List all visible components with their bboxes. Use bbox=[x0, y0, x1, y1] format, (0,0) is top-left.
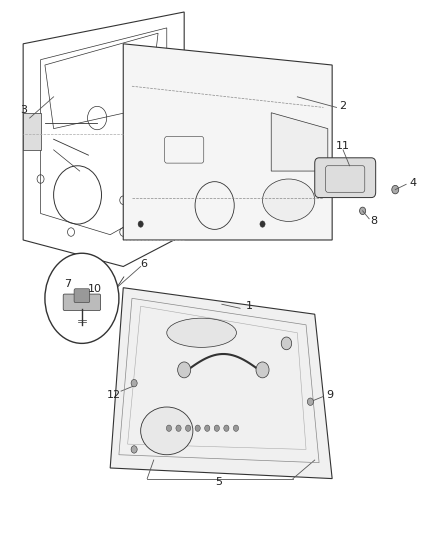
Text: 5: 5 bbox=[215, 477, 223, 487]
FancyBboxPatch shape bbox=[74, 289, 90, 303]
Text: 8: 8 bbox=[370, 216, 377, 227]
Text: 3: 3 bbox=[21, 105, 28, 115]
Polygon shape bbox=[271, 113, 328, 171]
Circle shape bbox=[281, 337, 292, 350]
FancyBboxPatch shape bbox=[315, 158, 376, 198]
Circle shape bbox=[260, 221, 265, 227]
Polygon shape bbox=[23, 113, 41, 150]
Circle shape bbox=[307, 398, 314, 406]
Circle shape bbox=[178, 362, 191, 378]
FancyBboxPatch shape bbox=[63, 294, 101, 311]
Circle shape bbox=[185, 425, 191, 431]
Circle shape bbox=[321, 184, 326, 190]
Text: 10: 10 bbox=[88, 284, 102, 294]
Ellipse shape bbox=[262, 179, 315, 221]
Text: 7: 7 bbox=[64, 279, 71, 289]
Circle shape bbox=[45, 253, 119, 343]
Circle shape bbox=[392, 185, 399, 194]
Text: 6: 6 bbox=[141, 259, 148, 269]
Text: 2: 2 bbox=[339, 101, 346, 111]
Text: 1: 1 bbox=[246, 301, 253, 311]
Circle shape bbox=[138, 221, 143, 227]
Circle shape bbox=[256, 362, 269, 378]
Polygon shape bbox=[110, 288, 332, 479]
Circle shape bbox=[360, 207, 366, 215]
Polygon shape bbox=[123, 44, 332, 240]
Circle shape bbox=[233, 425, 239, 431]
Circle shape bbox=[176, 425, 181, 431]
Circle shape bbox=[224, 425, 229, 431]
Ellipse shape bbox=[167, 318, 237, 348]
Circle shape bbox=[205, 425, 210, 431]
Circle shape bbox=[195, 425, 200, 431]
Circle shape bbox=[131, 379, 137, 387]
Circle shape bbox=[166, 425, 172, 431]
Circle shape bbox=[214, 425, 219, 431]
Text: 11: 11 bbox=[336, 141, 350, 151]
Circle shape bbox=[131, 446, 137, 453]
Text: 12: 12 bbox=[106, 390, 121, 400]
Ellipse shape bbox=[141, 407, 193, 455]
Text: 4: 4 bbox=[409, 177, 416, 188]
Text: 9: 9 bbox=[326, 390, 334, 400]
